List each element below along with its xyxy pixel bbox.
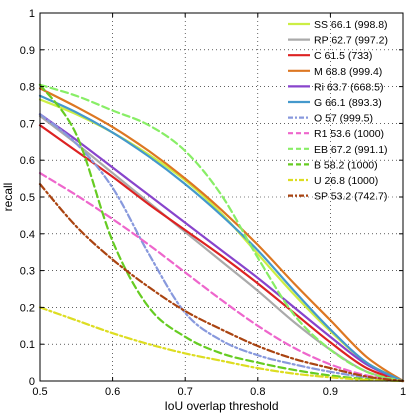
legend-label-3: M 68.8 (999.4) [314,66,382,78]
x-tick-label: 0.5 [32,386,47,398]
y-tick-label: 0.9 [20,45,35,57]
legend-label-11: SP 53.2 (742.7) [314,191,387,203]
y-tick-label: 0.4 [20,229,35,241]
y-tick-label: 0.5 [20,192,35,204]
x-tick-label: 0.7 [178,386,193,398]
y-tick-label: 0 [29,376,35,388]
x-tick-label: 0.8 [250,386,265,398]
series-lines [38,83,405,383]
x-axis-label: IoU overlap threshold [164,399,278,413]
y-axis-label: recall [1,183,15,212]
y-tick-label: 1 [29,8,35,20]
x-tick-label: 0.6 [105,386,120,398]
y-tick-label: 0.6 [20,155,35,167]
y-tick-label: 0.3 [20,266,35,278]
legend-label-7: R1 53.6 (1000) [314,128,384,140]
series-line-4 [38,113,405,383]
legend-label-2: C 61.5 (733) [314,50,372,62]
y-tick-label: 0.8 [20,82,35,94]
legend-label-1: RP 62.7 (997.2) [314,35,388,47]
legend-label-8: EB 67.2 (991.1) [314,144,388,156]
legend-label-4: Ri 63.7 (668.5) [314,81,383,93]
x-tick-label: 1 [400,386,406,398]
legend-label-10: U 26.8 (1000) [314,175,378,187]
legend: SS 66.1 (998.8) RP 62.7 (997.2) C 61.5 (73… [288,19,388,203]
series-line-11 [38,183,405,383]
series-line-5 [38,94,405,383]
series-line-8 [38,83,405,383]
series-line-6 [38,113,405,383]
y-tick-label: 0.1 [20,339,35,351]
legend-label-0: SS 66.1 (998.8) [314,19,388,31]
series-line-10 [38,306,405,383]
series-line-3 [38,87,405,383]
y-tick-label: 0.7 [20,118,35,130]
legend-label-6: O 57 (999.5) [314,113,373,125]
y-tick-label: 0.2 [20,302,35,314]
series-line-9 [38,83,405,383]
series-line-2 [38,124,405,383]
legend-label-9: B 58.2 (1000) [314,159,378,171]
x-tick-label: 0.9 [323,386,338,398]
legend-label-5: G 66.1 (893.3) [314,97,382,109]
axis-ticks: 0.5 0.6 0.7 0.8 0.9 1 0 0.1 0.2 0.3 0.4 0.5 0.6 0.7 0.… [20,8,406,398]
